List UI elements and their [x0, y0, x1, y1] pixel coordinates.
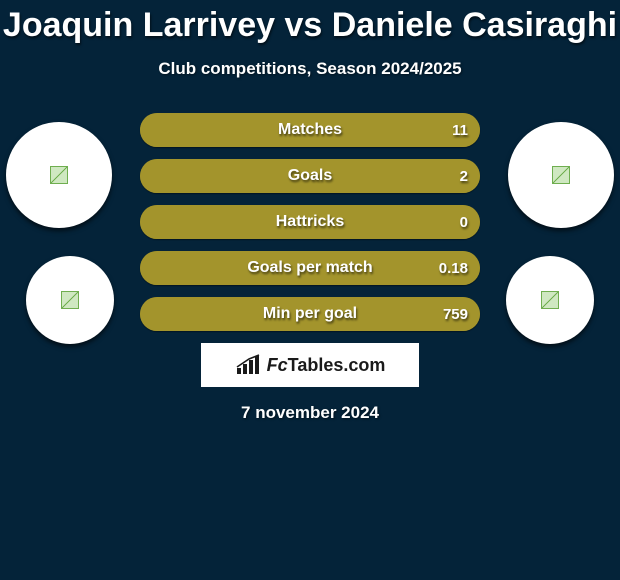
avatar-bottom-left	[26, 256, 114, 344]
bar-right	[310, 251, 480, 285]
broken-image-icon	[50, 166, 68, 184]
brand-badge: FcTables.com	[201, 343, 419, 387]
bar-right	[310, 159, 480, 193]
bar-right	[310, 113, 480, 147]
page-subtitle: Club competitions, Season 2024/2025	[0, 59, 620, 79]
bar-right	[310, 297, 480, 331]
stats-chart: Matches11 Goals2 Hattricks0 Goals per match…	[140, 113, 480, 331]
bar-left	[140, 159, 310, 193]
bar-left	[140, 205, 310, 239]
avatar-bottom-right	[506, 256, 594, 344]
broken-image-icon	[541, 291, 559, 309]
page-title: Joaquin Larrivey vs Daniele Casiraghi	[0, 0, 620, 45]
bar-right	[310, 205, 480, 239]
stat-row: Goals per match0.18	[140, 251, 480, 285]
avatar-top-left	[6, 122, 112, 228]
avatar-top-right	[508, 122, 614, 228]
date-text: 7 november 2024	[0, 403, 620, 423]
bar-chart-icon	[235, 354, 261, 376]
stat-row: Hattricks0	[140, 205, 480, 239]
broken-image-icon	[61, 291, 79, 309]
bar-left	[140, 113, 310, 147]
stat-row: Goals2	[140, 159, 480, 193]
broken-image-icon	[552, 166, 570, 184]
stat-row: Matches11	[140, 113, 480, 147]
stat-row: Min per goal759	[140, 297, 480, 331]
brand-text: FcTables.com	[267, 355, 386, 376]
bar-left	[140, 297, 310, 331]
bar-left	[140, 251, 310, 285]
